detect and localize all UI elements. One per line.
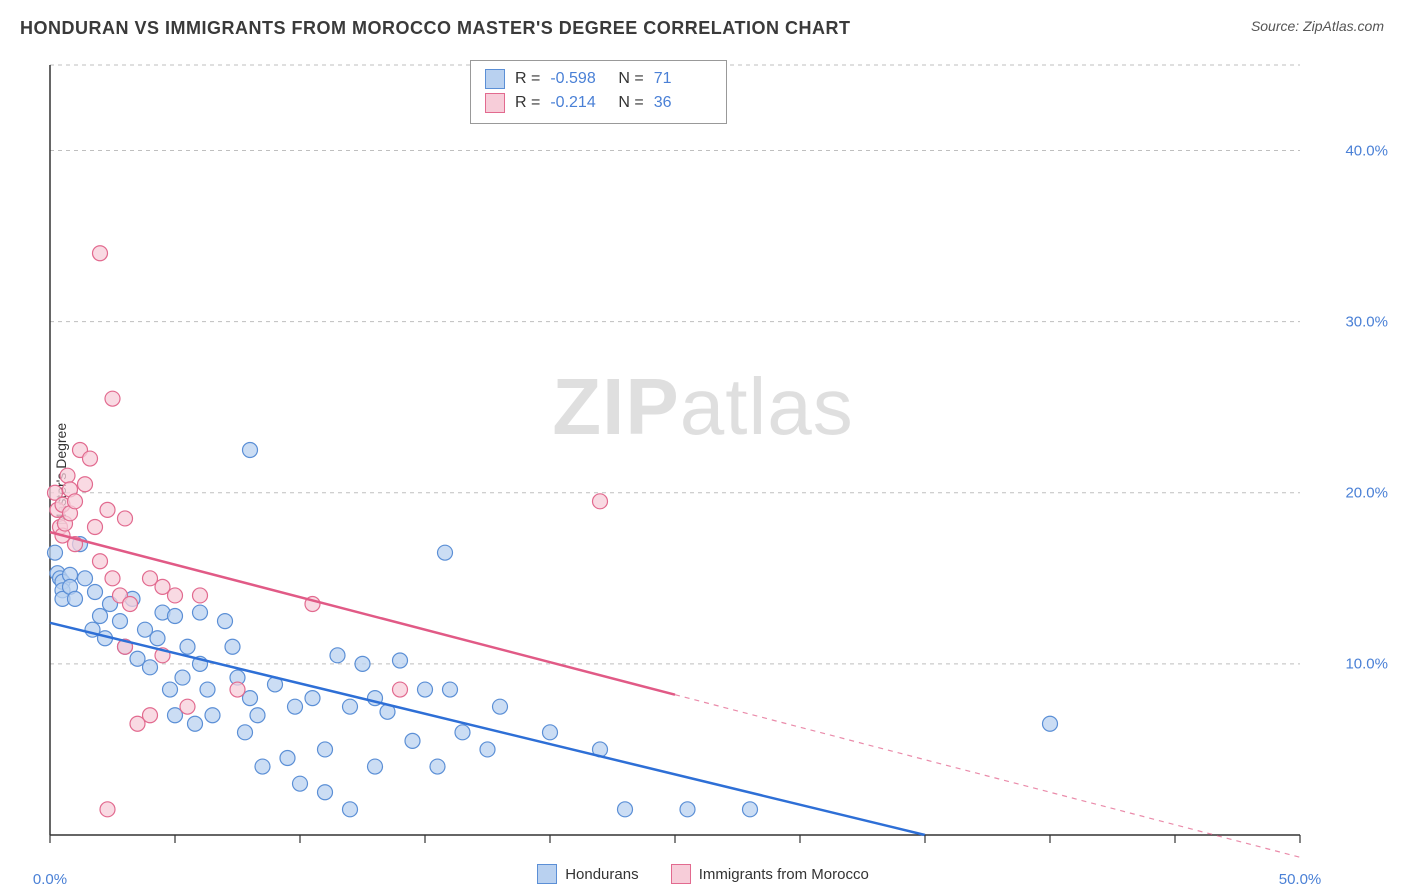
chart-container: HONDURAN VS IMMIGRANTS FROM MOROCCO MAST… — [0, 0, 1406, 892]
stat-label-n: N = — [618, 67, 643, 91]
legend-swatch-pink — [485, 93, 505, 113]
source-label: Source: — [1251, 18, 1303, 34]
legend-swatch-blue-2 — [537, 864, 557, 884]
y-tick-label: 10.0% — [1345, 655, 1388, 672]
legend-swatch-pink-2 — [671, 864, 691, 884]
source-attribution: Source: ZipAtlas.com — [1251, 18, 1384, 34]
scatter-chart-svg — [40, 55, 1320, 863]
stat-n-value-2: 36 — [654, 91, 712, 115]
stats-row-1: R = -0.598 N = 71 — [485, 67, 712, 91]
stat-r-value-1: -0.598 — [550, 67, 608, 91]
stat-r-value-2: -0.214 — [550, 91, 608, 115]
source-name: ZipAtlas.com — [1303, 18, 1384, 34]
bottom-legend: Hondurans Immigrants from Morocco — [0, 864, 1406, 888]
legend-swatch-blue — [485, 69, 505, 89]
stats-legend-box: R = -0.598 N = 71 R = -0.214 N = 36 — [470, 60, 727, 124]
stat-n-value-1: 71 — [654, 67, 712, 91]
legend-item-2: Immigrants from Morocco — [671, 864, 869, 884]
legend-label-1: Hondurans — [565, 866, 638, 883]
stats-row-2: R = -0.214 N = 36 — [485, 91, 712, 115]
y-tick-label: 40.0% — [1345, 142, 1388, 159]
legend-label-2: Immigrants from Morocco — [699, 866, 869, 883]
legend-item-1: Hondurans — [537, 864, 638, 884]
y-tick-labels: 10.0% 20.0% 30.0% 40.0% — [1318, 55, 1388, 863]
chart-title: HONDURAN VS IMMIGRANTS FROM MOROCCO MAST… — [20, 18, 850, 39]
stat-label-r2: R = — [515, 91, 540, 115]
y-tick-label: 20.0% — [1345, 484, 1388, 501]
y-tick-label: 30.0% — [1345, 313, 1388, 330]
stat-label-n2: N = — [618, 91, 643, 115]
chart-area: Master's Degree 10.0%20.0%30.0%40.0% 0.0… — [0, 55, 1406, 892]
stat-label-r: R = — [515, 67, 540, 91]
